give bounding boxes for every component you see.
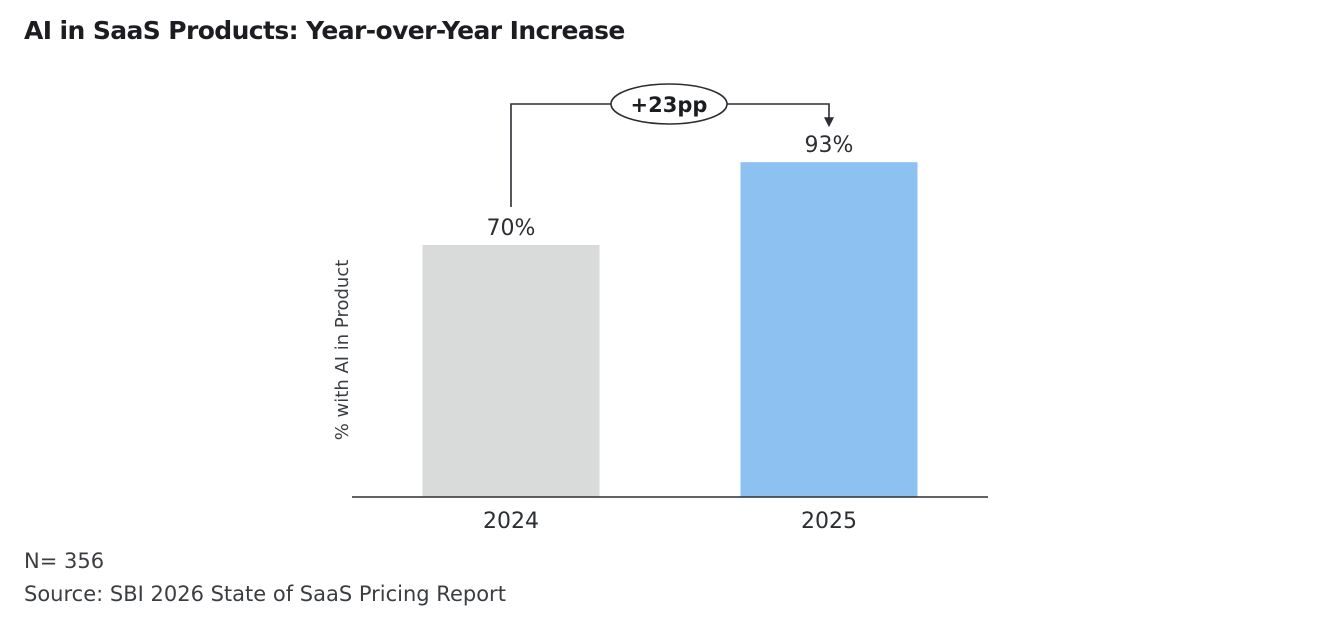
labels-layer: 70% 2024 93% 2025 [483, 133, 857, 534]
change-badge-label: +23pp [631, 93, 708, 117]
bar-2024 [422, 245, 600, 497]
value-label-2025: 93% [805, 133, 854, 158]
change-annotation: +23pp [510, 83, 834, 207]
sample-size-note: N= 356 [24, 549, 105, 573]
x-tick-label-2025: 2025 [801, 509, 857, 534]
source-note: Source: SBI 2026 State of SaaS Pricing R… [24, 582, 506, 606]
x-tick-label-2024: 2024 [483, 509, 539, 534]
chart-title: AI in SaaS Products: Year-over-Year Incr… [24, 16, 625, 45]
bars-layer [422, 162, 918, 497]
bar-2025 [740, 162, 918, 497]
y-axis-label: % with AI in Product [332, 260, 353, 441]
value-label-2024: 70% [487, 216, 536, 241]
change-badge [610, 83, 728, 125]
